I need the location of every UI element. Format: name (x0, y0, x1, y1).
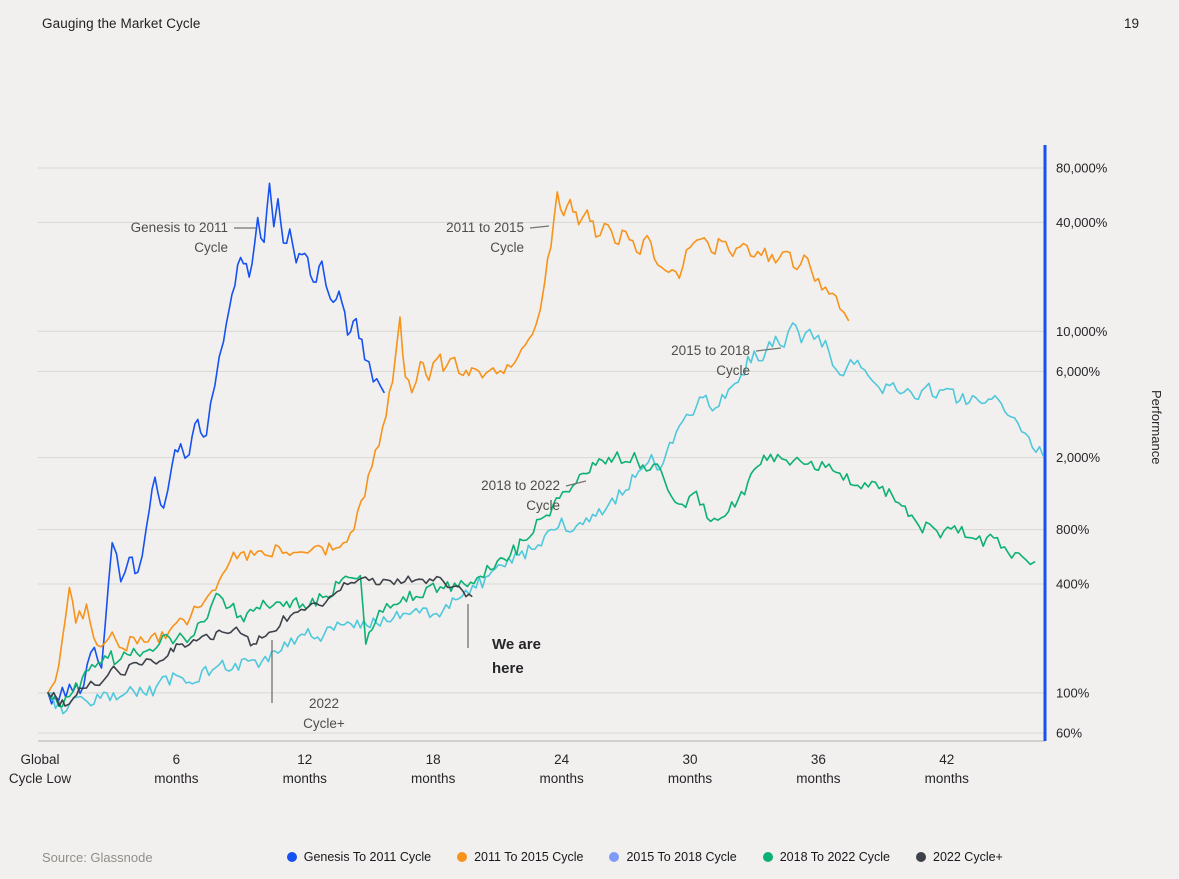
svg-text:Cycle Low: Cycle Low (9, 771, 72, 786)
svg-text:42: 42 (939, 752, 954, 767)
svg-text:Cycle+: Cycle+ (303, 716, 345, 731)
svg-text:Cycle: Cycle (716, 363, 750, 378)
svg-text:months: months (154, 771, 199, 786)
legend-dot-icon (286, 852, 297, 862)
chart-footer: Source: Glassnode Genesis To 2011 Cycle 2… (42, 840, 1137, 874)
series-line-2018-to-2022-cycle (47, 451, 1036, 708)
market-cycle-chart: 80,000% 40,000% 10,000% 6,000% 2,000% 800% 400… (9, 145, 1164, 786)
svg-text:Genesis to 2011: Genesis to 2011 (131, 220, 228, 235)
svg-text:6: 6 (173, 752, 181, 767)
svg-text:2015 to 2018: 2015 to 2018 (671, 343, 750, 358)
label-2011-2015: 2011 to 2015 Cycle (446, 220, 550, 255)
x-axis-tick-labels: Global Cycle Low 6 months 12 months 18 months 24… (9, 752, 969, 786)
svg-text:24: 24 (554, 752, 570, 767)
legend-label: 2018 To 2022 Cycle (779, 850, 891, 864)
label-genesis-2011: Genesis to 2011 Cycle (131, 220, 256, 255)
series-line-2022-cycle- (47, 575, 473, 707)
legend-label: 2022 Cycle+ (933, 850, 1003, 864)
svg-text:Cycle: Cycle (490, 240, 524, 255)
svg-text:12: 12 (297, 752, 312, 767)
series-line-2011-to-2015-cycle (47, 191, 850, 694)
legend-item-2022-cycle-: 2022 Cycle+ (916, 850, 1003, 864)
label-we-are-here: We are here (467, 604, 541, 677)
svg-text:100%: 100% (1056, 685, 1090, 700)
legend-item-genesis-to-2011-cycle: Genesis To 2011 Cycle (286, 850, 432, 864)
legend-item-2015-to-2018-cycle: 2015 To 2018 Cycle (609, 850, 737, 864)
page-number: 19 (1123, 16, 1139, 31)
svg-text:10,000%: 10,000% (1056, 324, 1108, 339)
svg-text:We are: We are (492, 636, 541, 653)
svg-text:40,000%: 40,000% (1056, 215, 1108, 230)
svg-text:6,000%: 6,000% (1056, 364, 1101, 379)
svg-text:months: months (539, 771, 584, 786)
y-axis-title: Performance (1149, 390, 1164, 464)
label-2015-2018: 2015 to 2018 Cycle (671, 343, 782, 378)
label-2018-2022: 2018 to 2022 Cycle (481, 478, 587, 513)
legend-item-2011-to-2015-cycle: 2011 To 2015 Cycle (457, 850, 583, 864)
legend-label: 2011 To 2015 Cycle (474, 850, 584, 864)
legend-dot-icon (762, 852, 773, 862)
gridlines (38, 167, 1045, 734)
svg-text:months: months (925, 771, 970, 786)
svg-text:36: 36 (811, 752, 826, 767)
legend-dot-icon (457, 852, 468, 862)
svg-text:2018 to 2022: 2018 to 2022 (481, 478, 560, 493)
svg-text:months: months (283, 771, 328, 786)
svg-text:2,000%: 2,000% (1056, 450, 1101, 465)
label-2022-plus: 2022 Cycle+ (271, 640, 345, 731)
svg-text:18: 18 (426, 752, 441, 767)
svg-text:2011 to 2015: 2011 to 2015 (446, 220, 524, 235)
legend-dot-icon (916, 852, 927, 862)
svg-text:400%: 400% (1056, 577, 1090, 592)
svg-text:80,000%: 80,000% (1056, 161, 1108, 176)
svg-text:months: months (411, 771, 456, 786)
legend-item-2018-to-2022-cycle: 2018 To 2022 Cycle (762, 850, 891, 864)
svg-text:Global: Global (20, 752, 59, 767)
legend-label: 2015 To 2018 Cycle (626, 850, 737, 864)
svg-text:months: months (796, 771, 841, 786)
chart-legend: Genesis To 2011 Cycle 2011 To 2015 Cycle 2… (153, 850, 1137, 864)
legend-dot-icon (609, 852, 620, 862)
series-line-genesis-to-2011-cycle (47, 182, 385, 705)
svg-text:2022: 2022 (309, 696, 339, 711)
svg-text:800%: 800% (1056, 522, 1090, 537)
series-line-2015-to-2018-cycle (47, 322, 1044, 715)
svg-text:30: 30 (682, 752, 697, 767)
y-axis-tick-labels: 80,000% 40,000% 10,000% 6,000% 2,000% 800% 400… (1056, 161, 1108, 741)
legend-label: Genesis To 2011 Cycle (303, 850, 432, 864)
source-note: Source: Glassnode (42, 849, 153, 865)
svg-text:here: here (492, 660, 524, 677)
svg-text:60%: 60% (1056, 725, 1082, 740)
page-title: Gauging the Market Cycle (42, 16, 201, 31)
svg-text:Cycle: Cycle (526, 498, 560, 513)
svg-text:months: months (668, 771, 713, 786)
svg-text:Cycle: Cycle (194, 240, 228, 255)
